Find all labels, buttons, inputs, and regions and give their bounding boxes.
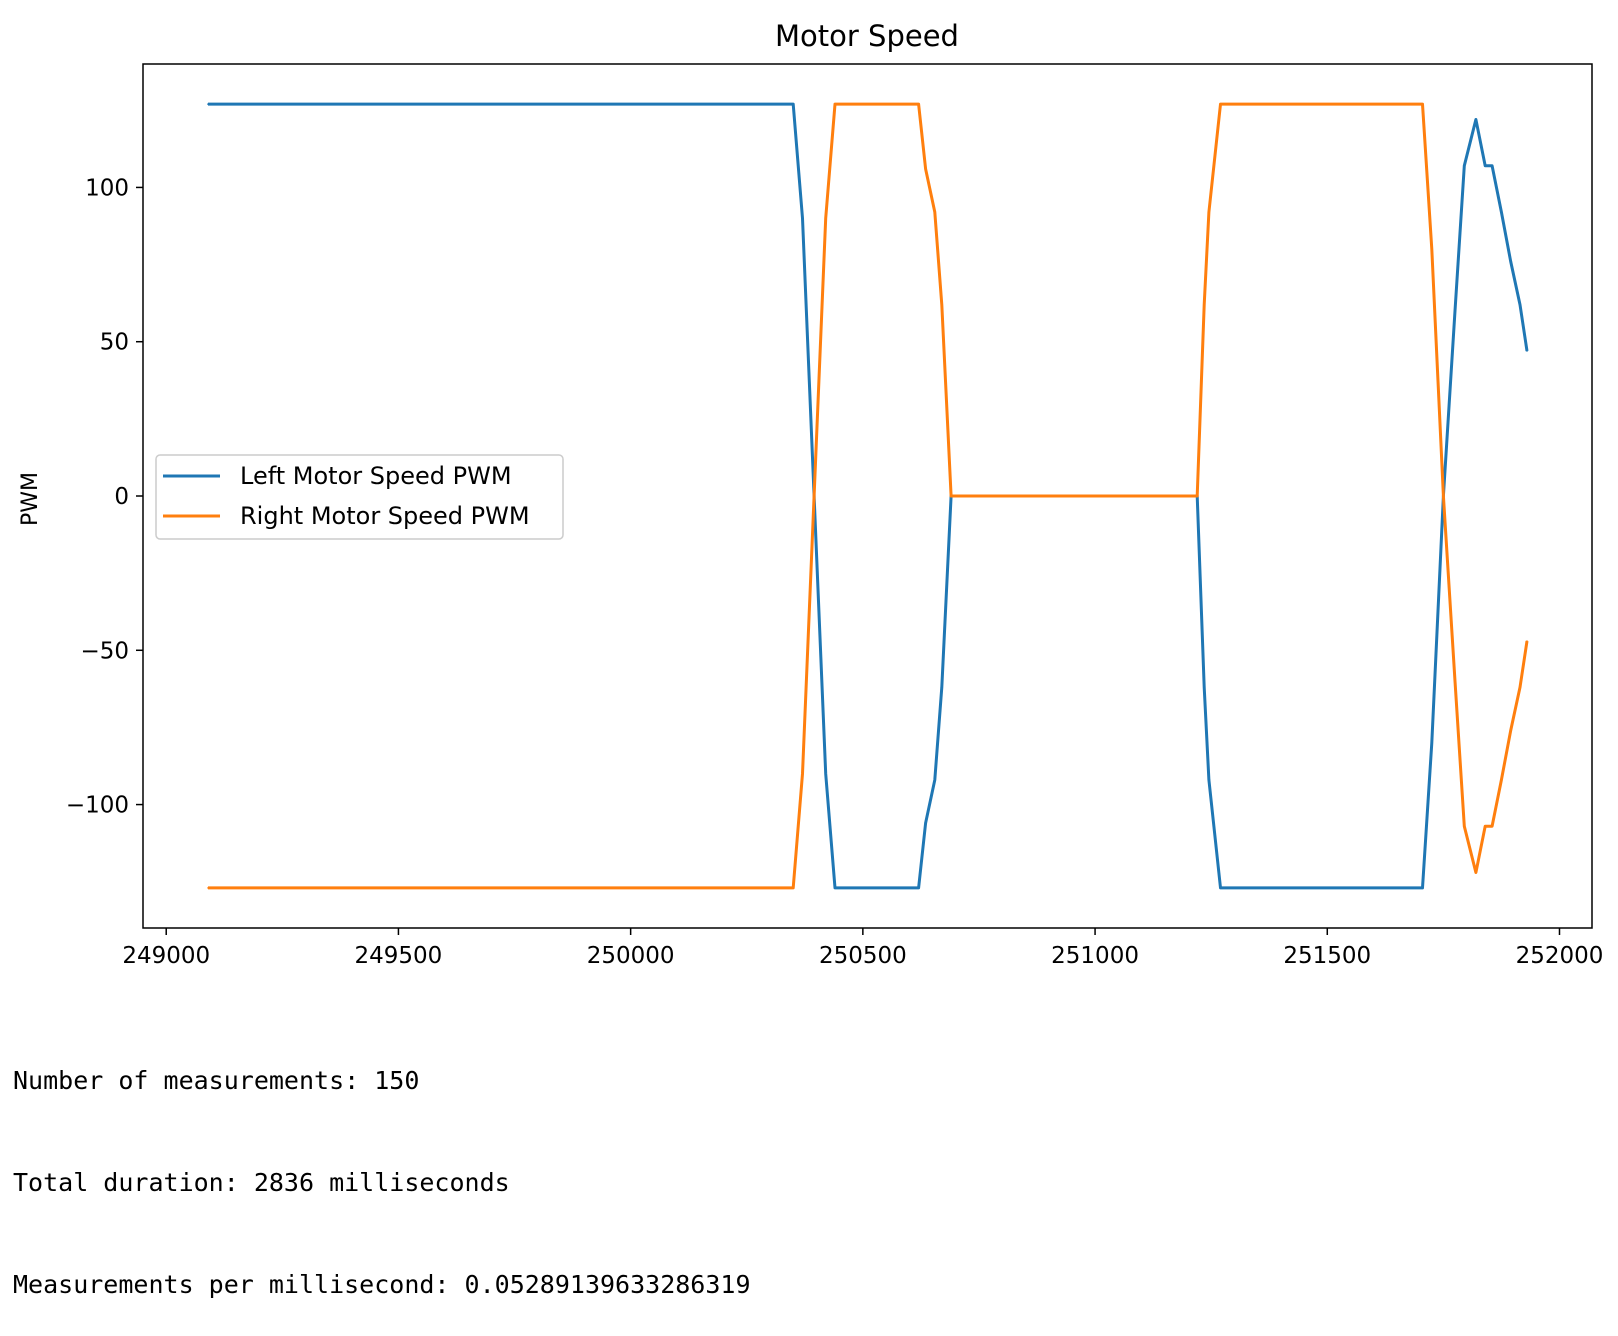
- data-point-left-14: [1219, 887, 1222, 889]
- data-point-right-25: [1519, 686, 1521, 689]
- total-duration-line: Total duration: 2836 milliseconds: [13, 1168, 510, 1197]
- data-point-right-13: [1208, 211, 1210, 213]
- x-tick-label: 252000: [1516, 943, 1604, 969]
- data-point-right-8: [934, 211, 936, 213]
- data-point-right-6: [917, 103, 920, 105]
- legend: Left Motor Speed PWM Right Motor Speed P…: [155, 454, 564, 540]
- x-tick-label: 249000: [122, 943, 210, 969]
- data-point-right-3: [813, 495, 815, 497]
- data-point-left-23: [1500, 211, 1503, 213]
- data-point-left-0: [207, 103, 209, 105]
- data-point-left-9: [941, 686, 943, 689]
- data-point-right-15: [1421, 103, 1424, 105]
- data-point-right-4: [824, 217, 827, 220]
- data-point-right-21: [1484, 825, 1486, 827]
- data-point-left-1: [792, 103, 794, 105]
- data-point-left-8: [934, 779, 936, 781]
- x-tick-label: 249500: [355, 943, 443, 969]
- y-tick-label: −50: [80, 638, 129, 664]
- data-point-left-16: [1431, 742, 1433, 744]
- data-point-right-1: [792, 887, 794, 889]
- data-point-left-4: [824, 772, 827, 775]
- data-point-left-12: [1203, 686, 1205, 689]
- data-point-left-15: [1421, 887, 1424, 889]
- data-point-right-26: [1526, 640, 1528, 642]
- y-axis-label: PWM: [18, 472, 43, 526]
- data-point-right-20: [1475, 871, 1477, 874]
- data-point-left-7: [924, 822, 927, 824]
- data-point-left-5: [834, 887, 836, 889]
- data-point-right-11: [1196, 495, 1198, 497]
- legend-box: [155, 454, 564, 540]
- y-tick-label: 50: [100, 330, 129, 356]
- data-point-right-22: [1491, 825, 1493, 827]
- data-point-left-2: [801, 217, 804, 220]
- data-point-left-22: [1491, 165, 1493, 167]
- data-point-right-16: [1431, 248, 1433, 250]
- x-tick-label: 250000: [587, 943, 675, 969]
- legend-label-right: Right Motor Speed PWM: [240, 502, 530, 530]
- data-point-left-25: [1519, 303, 1521, 306]
- output-text: Number of measurements: 150 Total durati…: [13, 996, 751, 1336]
- data-point-right-10: [950, 495, 952, 497]
- data-point-right-5: [834, 103, 836, 105]
- y-tick-label: 0: [114, 484, 129, 510]
- x-tick-label: 251000: [1051, 943, 1139, 969]
- data-point-right-2: [801, 772, 804, 775]
- data-point-left-21: [1484, 165, 1486, 167]
- data-point-right-23: [1500, 779, 1503, 781]
- data-point-left-20: [1475, 118, 1477, 121]
- data-point-right-7: [924, 168, 927, 170]
- data-point-right-9: [941, 303, 943, 306]
- data-point-left-19: [1463, 165, 1466, 167]
- motor-speed-chart: Motor Speed PWM 249000 249500 250000 250500…: [18, 19, 1603, 969]
- y-tick-label: −100: [66, 793, 129, 819]
- x-tick-label: 251500: [1283, 943, 1371, 969]
- legend-label-left: Left Motor Speed PWM: [240, 462, 512, 490]
- y-axis-ticks: −100 −50 0 50 100: [66, 175, 143, 819]
- chart-title: Motor Speed: [775, 19, 959, 53]
- data-point-right-17: [1442, 495, 1445, 497]
- data-point-right-24: [1509, 729, 1512, 732]
- data-point-right-19: [1463, 825, 1466, 827]
- data-point-right-18: [1454, 680, 1456, 682]
- data-point-left-24: [1509, 260, 1512, 263]
- x-tick-label: 250500: [819, 943, 907, 969]
- series-layer: [207, 102, 1529, 890]
- measurements-rate-line: Measurements per millisecond: 0.05289139…: [13, 1270, 751, 1299]
- data-point-right-12: [1203, 303, 1205, 306]
- x-axis-ticks: 249000 249500 250000 250500 251000 251500 2520…: [122, 928, 1603, 969]
- data-point-left-26: [1526, 350, 1528, 352]
- measurements-count-line: Number of measurements: 150: [13, 1066, 420, 1095]
- data-point-left-18: [1454, 310, 1456, 312]
- data-point-left-13: [1208, 779, 1210, 781]
- data-point-right-14: [1219, 103, 1222, 105]
- data-point-left-6: [917, 887, 920, 889]
- data-point-right-0: [207, 887, 209, 889]
- y-tick-label: 100: [85, 175, 129, 201]
